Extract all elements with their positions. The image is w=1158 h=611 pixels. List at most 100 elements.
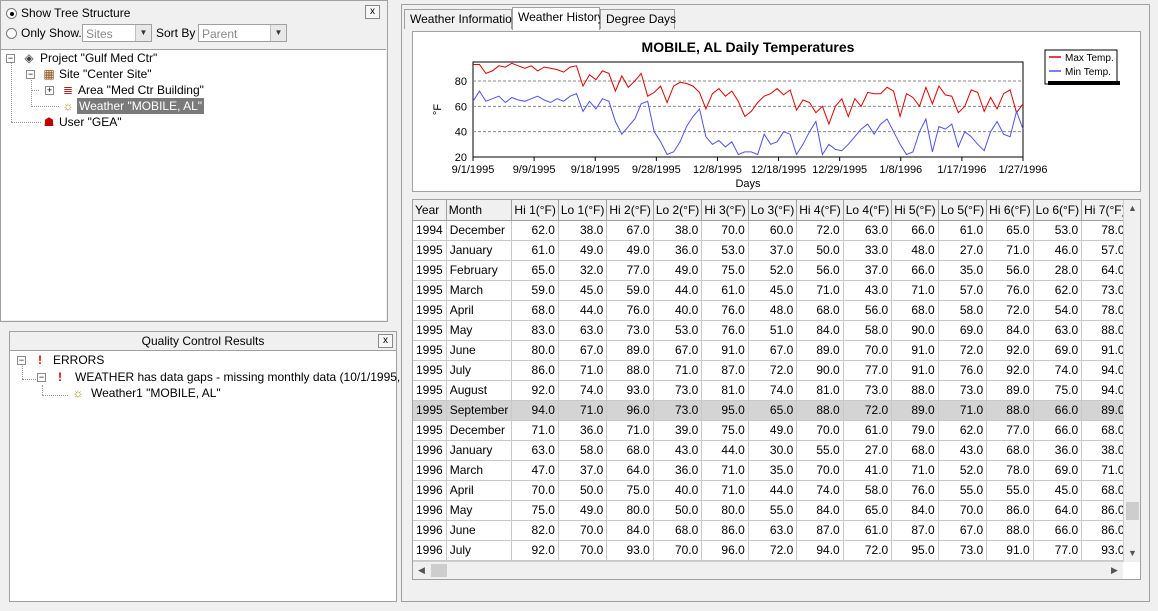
table-cell[interactable]: 89.0 (796, 340, 844, 361)
table-row[interactable]: 1995 September 94.0 71.0 96.0 73.0 95.0 65.0 88.… (413, 400, 1140, 421)
table-row[interactable]: 1994 December 62.0 38.0 67.0 38.0 70.0 60.0 72.0… (413, 220, 1140, 241)
table-cell[interactable]: 57.0 (938, 280, 988, 301)
table-cell[interactable]: 39.0 (653, 420, 703, 441)
table-cell[interactable]: July (446, 360, 513, 381)
table-cell[interactable]: 78.0 (1081, 300, 1129, 321)
table-cell[interactable]: 74.0 (748, 380, 798, 401)
table-cell[interactable]: 37.0 (748, 240, 798, 261)
table-cell[interactable]: 40.0 (653, 300, 703, 321)
table-cell[interactable]: 73.0 (1081, 280, 1129, 301)
table-cell[interactable]: 48.0 (891, 240, 939, 261)
table-cell[interactable]: 71.0 (511, 420, 559, 441)
table-cell[interactable]: 1994 (413, 220, 447, 241)
table-cell[interactable]: 70.0 (558, 540, 608, 561)
vertical-scrollbar[interactable]: ▲ ▼ (1123, 200, 1140, 562)
table-cell[interactable]: 84.0 (891, 500, 939, 521)
tree-node-user[interactable]: User "GEA" (59, 115, 122, 129)
table-cell[interactable]: 84.0 (606, 520, 654, 541)
collapse-error-item-toggle[interactable]: − (37, 372, 46, 382)
table-cell[interactable]: 64.0 (1033, 500, 1083, 521)
table-cell[interactable]: 67.0 (558, 340, 608, 361)
table-cell[interactable]: 83.0 (511, 320, 559, 341)
table-cell[interactable]: 68.0 (891, 300, 939, 321)
scroll-left-icon[interactable]: ◀ (418, 565, 425, 575)
table-cell[interactable]: December (446, 220, 513, 241)
only-show-select[interactable]: Sites ▼ (82, 24, 152, 42)
table-cell[interactable]: 73.0 (653, 400, 703, 421)
table-cell[interactable]: 81.0 (701, 380, 749, 401)
column-header[interactable]: Hi 4(°F) (796, 200, 844, 221)
table-cell[interactable]: 96.0 (606, 400, 654, 421)
table-cell[interactable]: 91.0 (701, 340, 749, 361)
tree-node-area[interactable]: Area "Med Ctr Building" (78, 83, 204, 97)
table-cell[interactable]: 68.0 (1081, 480, 1129, 501)
table-cell[interactable]: 37.0 (843, 260, 893, 281)
table-cell[interactable]: 72.0 (843, 400, 893, 421)
table-cell[interactable]: 69.0 (1033, 340, 1083, 361)
column-header[interactable]: Lo 2(°F) (653, 200, 703, 221)
table-cell[interactable]: 72.0 (748, 540, 798, 561)
column-header[interactable]: Hi 3(°F) (701, 200, 749, 221)
table-cell[interactable]: 72.0 (748, 360, 798, 381)
table-cell[interactable]: 76.0 (701, 300, 749, 321)
column-header[interactable]: Year (413, 200, 447, 221)
table-cell[interactable]: 36.0 (653, 460, 703, 481)
collapse-project-toggle[interactable]: − (6, 53, 15, 63)
table-cell[interactable]: 61.0 (843, 520, 893, 541)
table-cell[interactable]: 70.0 (653, 540, 703, 561)
table-cell[interactable]: 71.0 (891, 460, 939, 481)
table-cell[interactable]: 94.0 (1081, 360, 1129, 381)
table-cell[interactable]: 80.0 (701, 500, 749, 521)
table-cell[interactable]: 37.0 (558, 460, 608, 481)
table-cell[interactable]: 61.0 (701, 280, 749, 301)
table-cell[interactable]: 86.0 (701, 520, 749, 541)
table-cell[interactable]: 71.0 (1081, 460, 1129, 481)
table-cell[interactable]: 65.0 (986, 220, 1034, 241)
table-cell[interactable]: 86.0 (1081, 520, 1129, 541)
table-cell[interactable]: 70.0 (511, 480, 559, 501)
table-cell[interactable]: 49.0 (653, 260, 703, 281)
table-cell[interactable]: 68.0 (653, 520, 703, 541)
table-cell[interactable]: 88.0 (891, 380, 939, 401)
table-cell[interactable]: 46.0 (1033, 240, 1083, 261)
table-cell[interactable]: 58.0 (843, 480, 893, 501)
table-cell[interactable]: June (446, 340, 513, 361)
table-cell[interactable]: 74.0 (558, 380, 608, 401)
column-header[interactable]: Hi 5(°F) (891, 200, 939, 221)
table-cell[interactable]: 69.0 (1033, 460, 1083, 481)
table-cell[interactable]: 84.0 (796, 320, 844, 341)
table-cell[interactable]: May (446, 500, 513, 521)
table-cell[interactable]: 80.0 (606, 500, 654, 521)
table-row[interactable]: 1996 March 47.0 37.0 64.0 36.0 71.0 35.0 70.0 41.… (413, 460, 1140, 481)
table-cell[interactable]: 71.0 (986, 240, 1034, 261)
table-cell[interactable]: March (446, 280, 513, 301)
table-cell[interactable]: 1995 (413, 420, 447, 441)
table-cell[interactable]: 50.0 (558, 480, 608, 501)
table-cell[interactable]: 65.0 (511, 260, 559, 281)
table-cell[interactable]: July (446, 540, 513, 561)
table-cell[interactable]: 28.0 (1033, 260, 1083, 281)
errors-node[interactable]: ERRORS (53, 353, 105, 367)
table-cell[interactable]: 1996 (413, 460, 447, 481)
table-row[interactable]: 1995 July 86.0 71.0 88.0 71.0 87.0 72.0 90.0 77.0… (413, 360, 1140, 381)
table-cell[interactable]: 92.0 (986, 340, 1034, 361)
expand-area-toggle[interactable]: + (45, 85, 54, 95)
only-show-radio[interactable] (6, 28, 17, 39)
table-cell[interactable]: June (446, 520, 513, 541)
table-cell[interactable]: 73.0 (938, 540, 988, 561)
table-cell[interactable]: 54.0 (1033, 300, 1083, 321)
table-cell[interactable]: 93.0 (606, 540, 654, 561)
tree-node-project[interactable]: Project "Gulf Med Ctr" (40, 51, 158, 65)
table-cell[interactable]: September (446, 400, 513, 421)
table-cell[interactable]: 56.0 (986, 260, 1034, 281)
table-row[interactable]: 1995 December 71.0 36.0 71.0 39.0 75.0 49.0 70.0… (413, 420, 1140, 441)
table-cell[interactable]: March (446, 460, 513, 481)
table-cell[interactable]: 63.0 (748, 520, 798, 541)
table-cell[interactable]: 27.0 (938, 240, 988, 261)
table-cell[interactable]: 49.0 (606, 240, 654, 261)
table-cell[interactable]: 67.0 (748, 340, 798, 361)
table-cell[interactable]: 73.0 (938, 380, 988, 401)
table-cell[interactable]: 55.0 (796, 440, 844, 461)
table-cell[interactable]: 89.0 (1081, 400, 1129, 421)
table-cell[interactable]: 72.0 (796, 220, 844, 241)
